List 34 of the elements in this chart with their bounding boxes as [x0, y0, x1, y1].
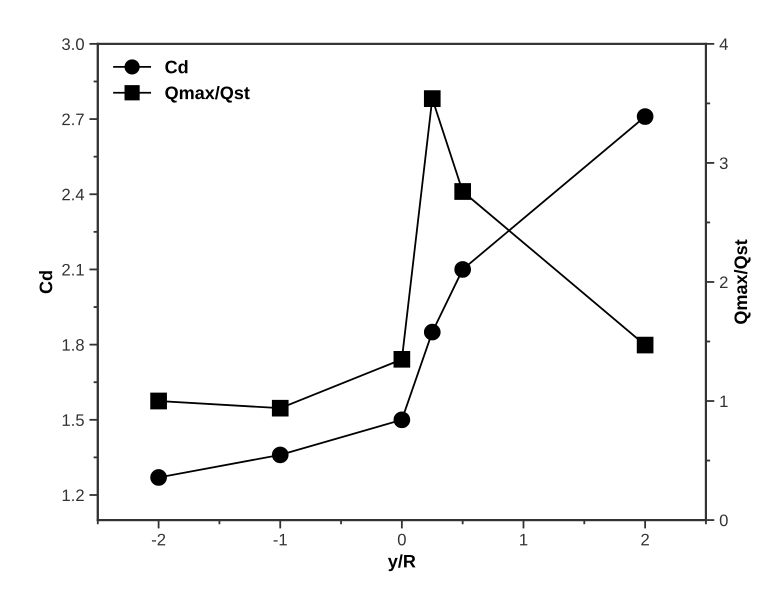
y-tick-label: 2.1 — [62, 264, 84, 276]
y-tick-label: 3.0 — [62, 38, 84, 50]
y-axis-title: Cd — [39, 271, 52, 294]
point — [424, 90, 441, 107]
x-tick-label: 1 — [520, 534, 528, 546]
y2-tick-label: 3 — [720, 157, 728, 170]
y2-tick-label: 0 — [720, 514, 728, 526]
y2-tick-label: 2 — [720, 276, 728, 288]
point — [272, 446, 289, 464]
x-tick-label: -2 — [152, 534, 166, 546]
point — [394, 411, 410, 428]
x-axis-title: y/R — [388, 554, 416, 572]
legend-label: Qmax/Qst — [165, 86, 250, 103]
x-tick-label: 0 — [398, 534, 406, 546]
point — [636, 108, 654, 125]
y-tick-label: 1.8 — [62, 339, 84, 351]
point — [636, 336, 654, 354]
point — [454, 183, 472, 200]
point — [394, 351, 410, 368]
legend-label: Cd — [165, 60, 188, 74]
y2-tick-label: 1 — [720, 396, 728, 408]
point — [424, 324, 441, 340]
y2-axis-title: Qmax/Qst — [734, 240, 751, 324]
y-tick-label: 2.7 — [62, 113, 84, 126]
x-tick-label: 2 — [641, 534, 649, 546]
y-tick-label: 1.2 — [62, 489, 84, 502]
y-tick-label: 1.5 — [62, 414, 84, 426]
point — [454, 261, 472, 278]
y2-tick-label: 4 — [720, 38, 728, 50]
point — [150, 469, 167, 486]
point — [272, 400, 289, 416]
point — [150, 392, 167, 410]
y-tick-label: 2.4 — [62, 188, 84, 200]
x-tick-label: -1 — [274, 534, 287, 546]
